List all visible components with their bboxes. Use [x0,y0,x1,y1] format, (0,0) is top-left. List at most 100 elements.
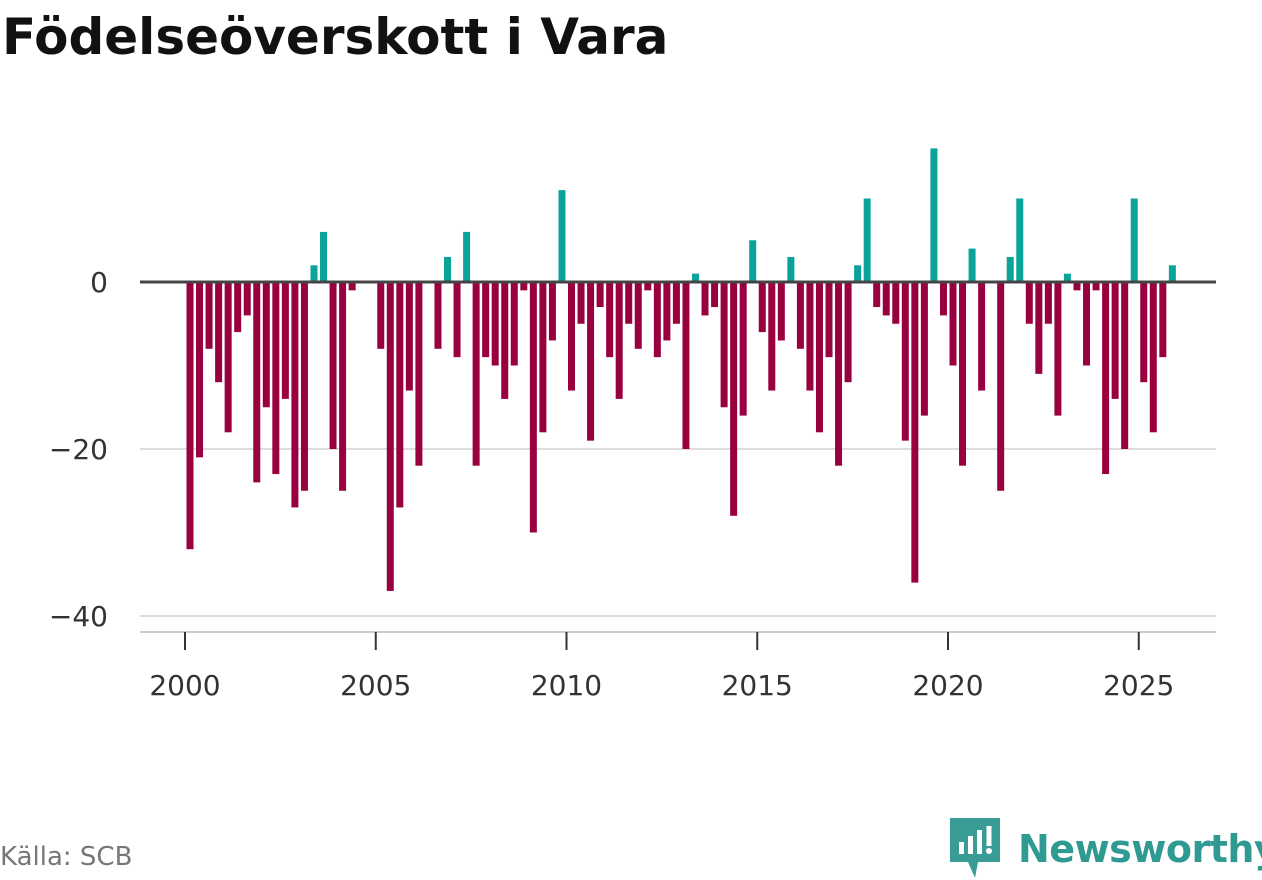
bar [1121,282,1129,449]
bar [1016,198,1024,282]
bar [1006,256,1014,282]
y-axis-ticks: 0 −20 −40 [49,266,108,633]
bar [787,256,795,282]
bar [320,231,328,282]
bar [262,282,270,408]
bar [529,282,537,533]
x-axis: 2000 2005 2010 2015 2020 2025 [140,631,1216,702]
bar [596,282,604,308]
bar [405,282,413,391]
bar [272,282,280,475]
bar [491,282,499,366]
y-tick-label: 0 [90,266,108,299]
bar [777,282,785,341]
bar [339,282,347,491]
y-tick-label: −40 [49,600,108,633]
bar [663,282,671,341]
bar [568,282,575,391]
bar [396,282,404,508]
bar [911,282,919,583]
bar [415,282,423,466]
x-tick-label: 2000 [149,669,220,702]
bar [691,273,699,282]
bar [1092,282,1100,291]
bar [615,282,623,399]
bar [1102,282,1110,475]
bar [739,282,747,416]
bar [835,282,843,466]
bar [978,282,986,391]
bar [1149,282,1157,433]
bar [482,282,490,358]
bar [854,265,862,282]
bar [825,282,833,358]
bar [768,282,776,391]
bar [968,248,976,282]
bar [644,282,652,291]
bar [634,282,642,349]
bar [873,282,881,308]
bar [1083,282,1091,366]
bar [730,282,738,516]
bar [243,282,251,316]
bar [625,282,633,324]
bar [539,282,547,433]
bar [444,256,452,282]
bar [300,282,308,491]
bar [701,282,709,316]
bar [215,282,223,383]
bar [653,282,661,358]
bars [186,148,1176,591]
bar [1073,282,1081,291]
y-tick-label: −20 [49,433,108,466]
newsworthy-logo-icon [950,818,1000,878]
bar [434,282,442,349]
bar [844,282,852,383]
bar [224,282,232,433]
bar [520,282,528,291]
bar [1168,265,1176,282]
bar [672,282,680,324]
bar [291,282,299,508]
newsworthy-logo: Newsworthy [950,818,1262,880]
bar [882,282,890,316]
bar [796,282,804,349]
bar [587,282,595,441]
bar [548,282,556,341]
bar [682,282,690,449]
bar [758,282,766,333]
bar [1140,282,1148,383]
bar [901,282,909,441]
bar [186,282,194,550]
bar [1130,198,1138,282]
bar [1054,282,1062,416]
bar [959,282,967,466]
bar [892,282,900,324]
x-tick-label: 2010 [531,669,602,702]
bar [234,282,242,333]
bar [281,282,289,399]
x-tick-label: 2025 [1103,669,1174,702]
bar [939,282,947,316]
bar [472,282,480,466]
bar [815,282,823,433]
bar [386,282,394,591]
bar [1044,282,1052,324]
bar [1063,273,1071,282]
bar [558,190,566,282]
bar [253,282,261,483]
bar [453,282,461,358]
bar [501,282,509,399]
x-tick-label: 2015 [722,669,793,702]
gridlines [140,448,1216,617]
bar [1035,282,1043,374]
x-tick-label: 2005 [340,669,411,702]
x-tick-label: 2020 [912,669,983,702]
bar [310,265,318,282]
bar [749,240,757,282]
bar [205,282,213,349]
bar [510,282,518,366]
bar [1159,282,1167,358]
bar [196,282,204,458]
